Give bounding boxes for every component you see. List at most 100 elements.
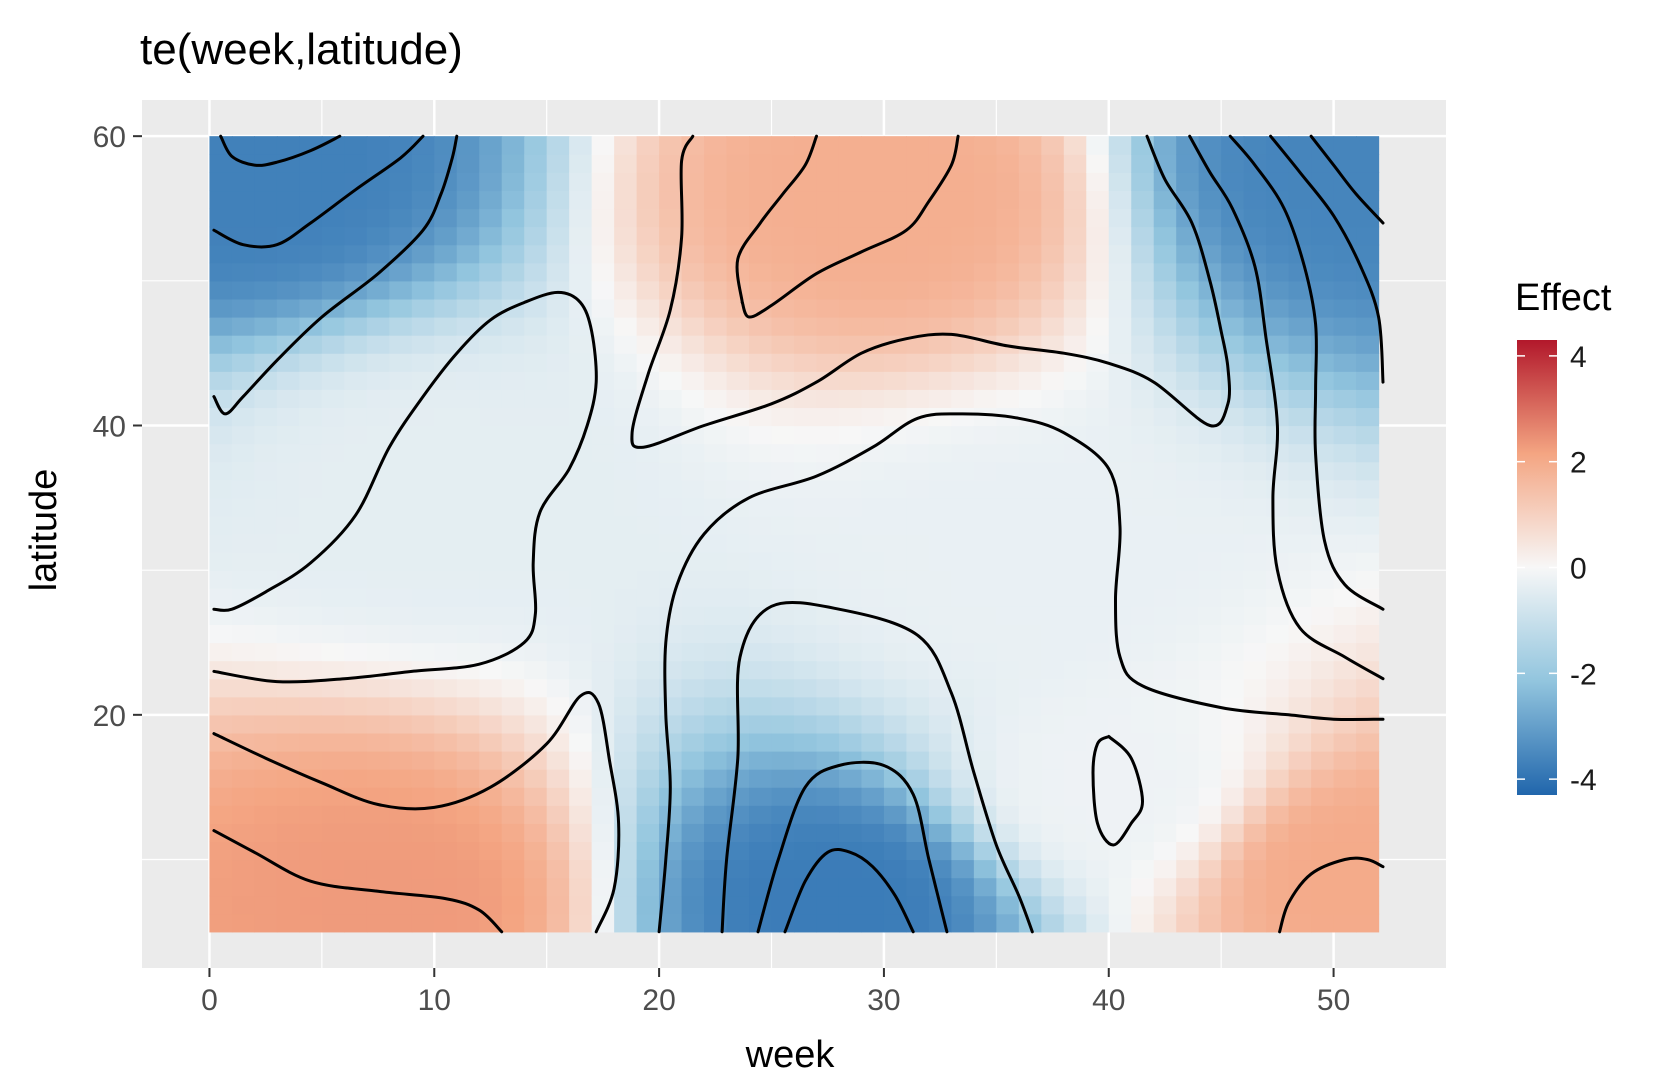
heatmap-cell bbox=[366, 353, 390, 372]
heatmap-cell bbox=[389, 859, 413, 879]
heatmap-cell bbox=[321, 515, 345, 535]
heatmap-cell bbox=[254, 497, 278, 517]
heatmap-cell bbox=[996, 190, 1020, 210]
heatmap-cell bbox=[1198, 515, 1222, 535]
heatmap-cell bbox=[344, 678, 368, 698]
heatmap-cell bbox=[861, 190, 885, 210]
heatmap-cell bbox=[1153, 515, 1177, 535]
heatmap-cell bbox=[1018, 678, 1042, 698]
heatmap-cell bbox=[816, 425, 840, 445]
heatmap-cell bbox=[569, 136, 593, 155]
heatmap-cell bbox=[411, 425, 435, 445]
heatmap-cell bbox=[928, 823, 952, 843]
heatmap-cell bbox=[231, 317, 256, 336]
heatmap-cell bbox=[1153, 208, 1177, 228]
heatmap-cell bbox=[838, 226, 863, 246]
heatmap-cell bbox=[276, 696, 300, 716]
heatmap-cell bbox=[726, 895, 750, 915]
heatmap-cell bbox=[906, 425, 930, 445]
heatmap-cell bbox=[479, 515, 503, 535]
heatmap-cell bbox=[928, 588, 952, 607]
heatmap-cell bbox=[861, 714, 885, 734]
heatmap-cell bbox=[1243, 534, 1267, 553]
heatmap-cell bbox=[928, 353, 952, 372]
heatmap-cell bbox=[299, 136, 323, 155]
chart-title: te(week,latitude) bbox=[140, 25, 463, 74]
heatmap-cell bbox=[209, 443, 233, 463]
heatmap-cell bbox=[614, 190, 638, 210]
heatmap-cell bbox=[906, 226, 930, 246]
heatmap-cell bbox=[1356, 389, 1380, 409]
heatmap-cell bbox=[704, 642, 728, 662]
heatmap-cell bbox=[209, 642, 233, 662]
heatmap-cell bbox=[1356, 805, 1380, 824]
heatmap-cell bbox=[434, 136, 458, 155]
heatmap-cell bbox=[636, 407, 660, 427]
heatmap-cell bbox=[838, 805, 863, 824]
heatmap-cell bbox=[906, 877, 930, 897]
heatmap-cell bbox=[928, 787, 952, 806]
heatmap-cell bbox=[1108, 805, 1132, 824]
heatmap-cell bbox=[591, 443, 615, 463]
heatmap-cell bbox=[1131, 913, 1155, 933]
heatmap-cell bbox=[614, 570, 638, 589]
heatmap-cell bbox=[1288, 208, 1312, 228]
heatmap-cell bbox=[569, 208, 593, 228]
heatmap-cell bbox=[1288, 335, 1312, 354]
heatmap-cell bbox=[928, 534, 952, 553]
heatmap-cell bbox=[1198, 371, 1222, 390]
heatmap-cell bbox=[861, 895, 885, 915]
heatmap-cell bbox=[771, 461, 795, 481]
heatmap-cell bbox=[501, 552, 525, 571]
heatmap-cell bbox=[366, 298, 390, 318]
heatmap-cell bbox=[299, 913, 323, 933]
heatmap-cell bbox=[794, 805, 818, 824]
heatmap-cell bbox=[456, 913, 480, 933]
heatmap-cell bbox=[1333, 389, 1357, 409]
heatmap-cell bbox=[1108, 389, 1132, 409]
heatmap-cell bbox=[501, 696, 525, 716]
heatmap-cell bbox=[456, 859, 480, 879]
heatmap-cell bbox=[299, 660, 323, 680]
heatmap-cell bbox=[838, 136, 863, 155]
heatmap-cell bbox=[906, 154, 930, 173]
heatmap-cell bbox=[726, 136, 750, 155]
heatmap-cell bbox=[389, 479, 413, 499]
heatmap-cell bbox=[231, 642, 256, 662]
heatmap-cell bbox=[636, 136, 660, 155]
heatmap-cell bbox=[456, 371, 480, 390]
heatmap-cell bbox=[928, 714, 952, 734]
heatmap-cell bbox=[569, 353, 593, 372]
heatmap-cell bbox=[411, 298, 435, 318]
heatmap-cell bbox=[906, 714, 930, 734]
heatmap-cell bbox=[1198, 172, 1222, 192]
heatmap-cell bbox=[254, 732, 278, 752]
heatmap-cell bbox=[1086, 172, 1110, 192]
heatmap-cell bbox=[411, 461, 435, 481]
heatmap-cell bbox=[1356, 678, 1380, 698]
heatmap-cell bbox=[1243, 443, 1267, 463]
heatmap-cell bbox=[816, 208, 840, 228]
heatmap-cell bbox=[569, 154, 593, 173]
heatmap-cell bbox=[771, 443, 795, 463]
heatmap-cell bbox=[928, 479, 952, 499]
heatmap-cell bbox=[254, 244, 278, 264]
heatmap-cell bbox=[838, 714, 863, 734]
heatmap-cell bbox=[951, 823, 975, 843]
heatmap-cell bbox=[231, 136, 256, 155]
heatmap-cell bbox=[366, 425, 390, 445]
heatmap-cell bbox=[1288, 479, 1312, 499]
heatmap-cell bbox=[794, 443, 818, 463]
heatmap-cell bbox=[838, 425, 863, 445]
heatmap-cell bbox=[838, 552, 863, 571]
heatmap-cell bbox=[434, 913, 458, 933]
heatmap-cell bbox=[838, 534, 863, 553]
heatmap-cell bbox=[501, 280, 525, 300]
heatmap-cell bbox=[1153, 751, 1177, 770]
heatmap-cell bbox=[389, 678, 413, 698]
heatmap-cell bbox=[883, 696, 908, 716]
heatmap-cell bbox=[1221, 823, 1245, 843]
heatmap-cell bbox=[838, 678, 863, 698]
heatmap-cell bbox=[636, 642, 660, 662]
heatmap-cell bbox=[276, 552, 300, 571]
